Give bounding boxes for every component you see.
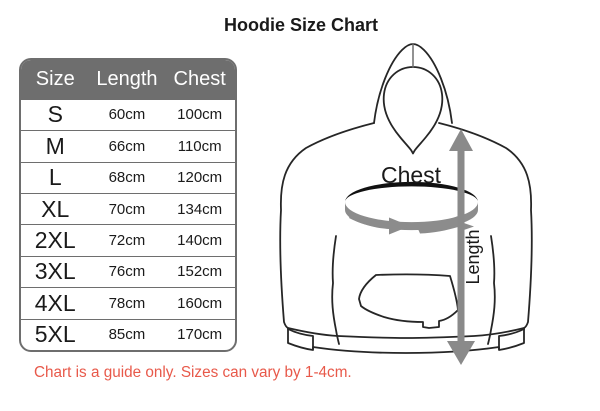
svg-text:Chest: Chest <box>381 162 442 188</box>
svg-text:Length: Length <box>463 229 483 284</box>
